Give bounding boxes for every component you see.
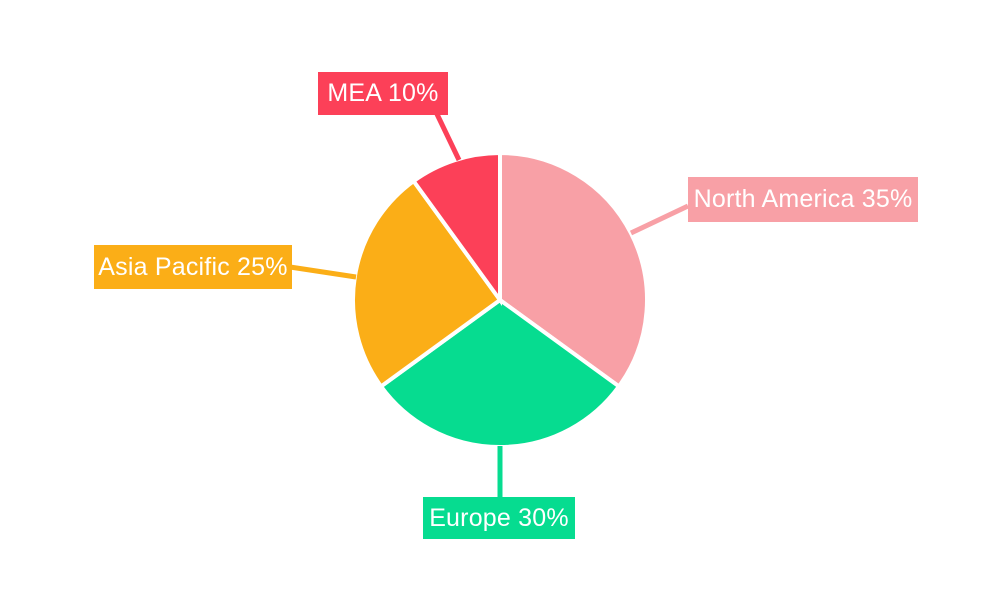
- leader-line-asia-pacific: [289, 264, 357, 280]
- leader-lines-group: [289, 110, 690, 498]
- pie-slice-north-america: [498, 150, 649, 390]
- leader-line-mea: [433, 110, 462, 162]
- pie-label-europe: Europe 30%: [423, 497, 575, 539]
- leader-line-north-america: [629, 203, 690, 236]
- pie-label-asia-pacific: Asia Pacific 25%: [94, 245, 292, 289]
- pie-slice-mea: [410, 150, 502, 307]
- pie-label-north-america: North America 35%: [688, 177, 918, 222]
- pie-label-mea: MEA 10%: [318, 72, 448, 115]
- pie-slices-group: [351, 150, 649, 450]
